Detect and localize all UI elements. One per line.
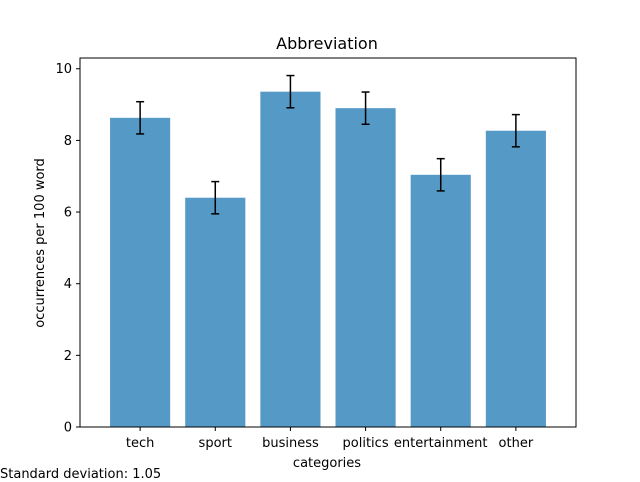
bar-entertainment: [410, 174, 471, 427]
x-tick-label-sport: sport: [199, 436, 232, 451]
y-axis-label: occurrences per 100 word: [33, 158, 48, 328]
x-tick-label-business: business: [262, 436, 319, 451]
bar-politics: [335, 108, 396, 428]
x-tick-label-politics: politics: [343, 436, 389, 451]
errorbars-layer: [136, 74, 520, 215]
y-tick-label-8: 8: [64, 134, 72, 149]
y-tick-label-2: 2: [64, 349, 72, 364]
x-tick-label-other: other: [499, 436, 534, 451]
bar-other: [485, 130, 546, 427]
bar-business: [260, 91, 321, 428]
x-tick-label-tech: tech: [126, 436, 154, 451]
y-tick-label-6: 6: [64, 206, 72, 221]
y-tick-label-0: 0: [64, 421, 72, 436]
x-tick-label-entertainment: entertainment: [394, 436, 488, 451]
plot-frame: [79, 57, 577, 428]
bar-sport: [185, 197, 246, 427]
bar-tech: [110, 117, 171, 427]
x-axis-label: categories: [293, 456, 361, 471]
chart-title: Abbreviation: [276, 34, 378, 53]
standard-deviation-note: Standard deviation: 1.05: [0, 467, 162, 482]
axes-layer: tech sport business politics entertainment ot…: [55, 57, 577, 451]
y-tick-label-4: 4: [64, 277, 72, 292]
y-tick-label-10: 10: [55, 62, 72, 77]
bars-layer: [110, 91, 546, 428]
